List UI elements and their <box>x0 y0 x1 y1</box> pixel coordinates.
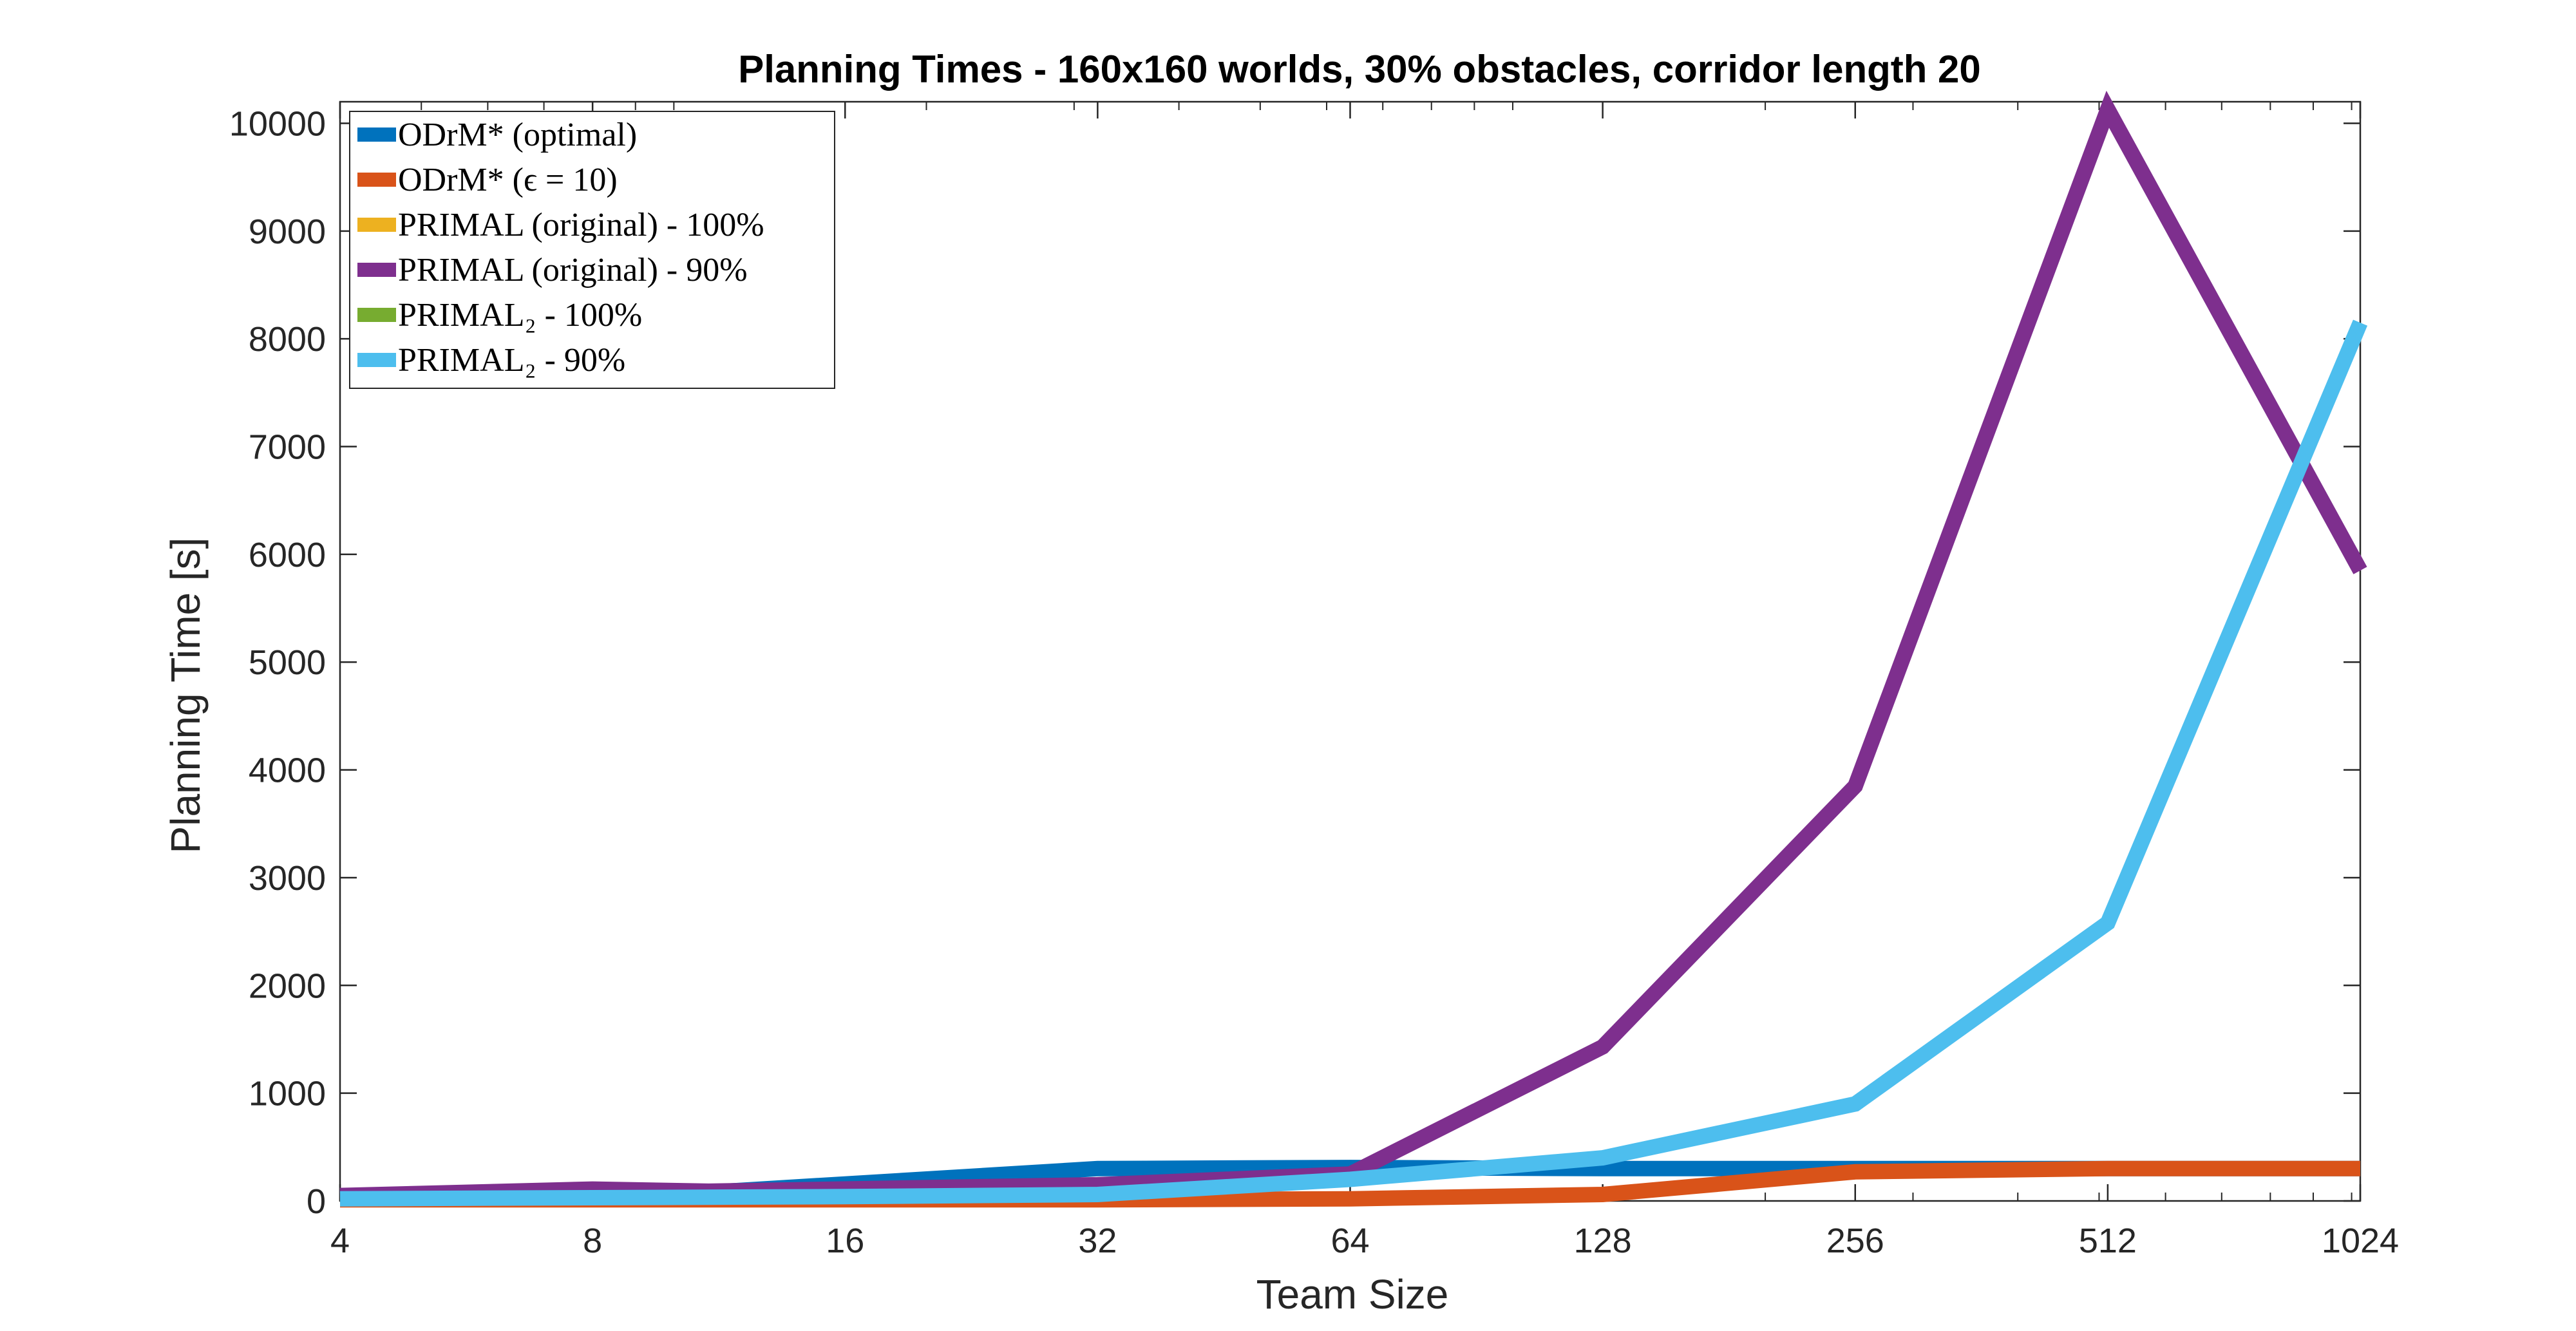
legend-label: ODrM* (optimal) <box>398 117 637 153</box>
series-layer <box>339 90 2368 1208</box>
y-tick-label: 4000 <box>249 751 326 790</box>
axis-ticks: 0 1000 2000 3000 4000 5000 6000 7000 8000 9000 100… <box>229 102 2399 1260</box>
y-tick-label: 10000 <box>229 104 326 143</box>
legend-label: PRIMAL (original) - 90% <box>398 252 748 288</box>
y-tick-label: 7000 <box>249 428 326 467</box>
x-tick-label: 256 <box>1826 1222 1884 1260</box>
x-tick-label: 512 <box>2079 1222 2137 1260</box>
x-tick-label: 32 <box>1078 1222 1117 1260</box>
x-tick-label: 16 <box>826 1222 864 1260</box>
y-tick-label: 5000 <box>249 643 326 682</box>
y-axis-label: Planning Time [s] <box>162 538 209 854</box>
series-line <box>339 319 2368 1207</box>
x-axis-label: Team Size <box>1256 1271 1449 1317</box>
x-tick-label: 8 <box>583 1222 602 1260</box>
legend: ODrM* (optimal) ODrM* (ϵ = 10) PRIMAL (ori… <box>349 111 835 389</box>
legend-label: PRIMAL₂ - 100% <box>398 297 642 334</box>
y-tick-label: 3000 <box>249 859 326 898</box>
y-tick-label: 8000 <box>249 320 326 359</box>
legend-label: PRIMAL₂ - 90% <box>398 342 625 379</box>
y-tick-label: 1000 <box>249 1075 326 1113</box>
y-tick-label: 9000 <box>249 212 326 251</box>
x-tick-label: 1024 <box>2322 1222 2399 1260</box>
x-tick-label: 128 <box>1574 1222 1632 1260</box>
y-tick-label: 6000 <box>249 536 326 574</box>
y-tick-label: 2000 <box>249 967 326 1005</box>
legend-label: PRIMAL (original) - 100% <box>398 207 764 243</box>
x-tick-label: 4 <box>330 1222 350 1260</box>
chart-title: Planning Times - 160x160 worlds, 30% obs… <box>738 48 1981 91</box>
y-tick-label: 0 <box>307 1182 326 1221</box>
x-tick-label: 64 <box>1331 1222 1369 1260</box>
legend-label: ODrM* (ϵ = 10) <box>398 162 618 198</box>
legend-box <box>349 111 835 389</box>
